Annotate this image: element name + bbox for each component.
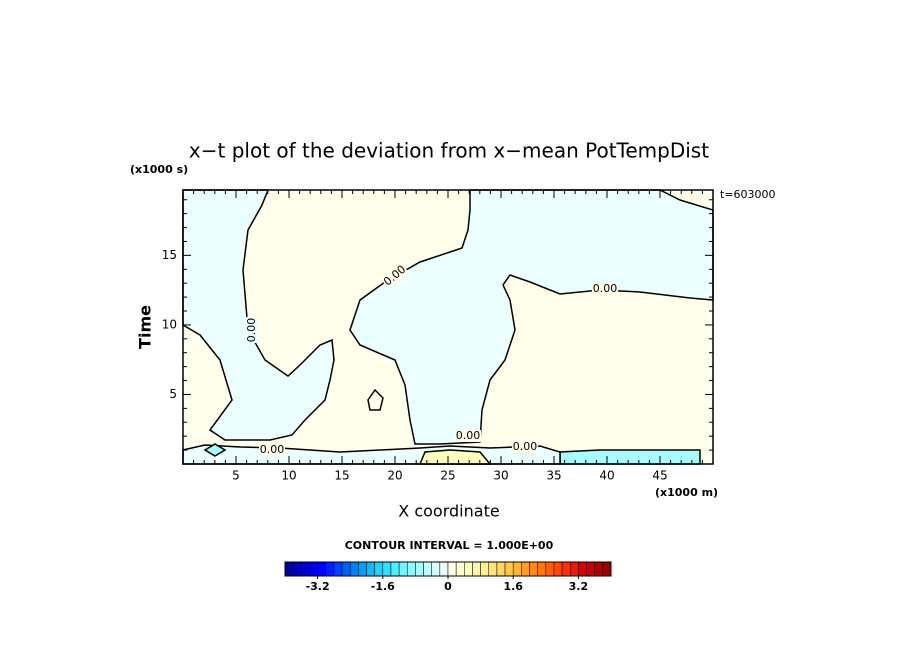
contour-label-bg [246, 317, 258, 343]
colorbar-box [545, 561, 555, 577]
colorbar-box [382, 561, 392, 577]
colorbar-box [504, 561, 514, 577]
chart-title: x−t plot of the deviation from x−mean Po… [189, 139, 709, 163]
colorbar-box [292, 561, 302, 577]
colorbar-box [586, 561, 595, 577]
colorbar-box [472, 561, 481, 577]
x-tick-label: 10 [281, 469, 296, 483]
colorbar-box [447, 561, 457, 577]
annotation: t=603000 [720, 188, 776, 201]
contour-field [182, 189, 714, 465]
colorbar-box [415, 561, 424, 577]
colorbar-box [521, 561, 530, 577]
colorbar-box [431, 561, 441, 577]
y-unit: (x1000 s) [130, 163, 188, 176]
contour-label-group: 0.00 [592, 282, 618, 295]
contour-label-bg [381, 263, 409, 289]
colorbar-box [390, 561, 400, 577]
x-tick-label: 40 [599, 469, 614, 483]
colorbar-box [464, 561, 473, 577]
x-tick-label: 20 [387, 469, 402, 483]
y-axis-label: Time [136, 305, 155, 349]
x-tick-label: 30 [493, 469, 508, 483]
y-tick-label: 10 [162, 317, 177, 331]
contour-label: 0.00 [245, 318, 258, 343]
colorbar-box [602, 561, 612, 577]
colorbar-box [529, 561, 538, 577]
colorbar-box [284, 561, 294, 577]
colorbar-box [341, 561, 351, 577]
contour-interval: CONTOUR INTERVAL = 1.000E+00 [345, 539, 554, 552]
colorbar-box [374, 561, 384, 577]
contour-label-group: 0.00 [245, 317, 258, 343]
colorbar-box [317, 561, 327, 577]
colorbar-tick-label: -3.2 [306, 580, 330, 593]
contour-label-bg [592, 283, 618, 295]
colorbar-box [407, 561, 416, 577]
colorbar-tick-label: 1.6 [503, 580, 523, 593]
region [182, 189, 335, 441]
x-axis-label: X coordinate [398, 502, 499, 521]
colorbar-box [349, 561, 359, 577]
colorbar-box [553, 561, 563, 577]
colorbar-box [455, 561, 465, 577]
colorbar-box [570, 561, 579, 577]
contour-label-group: 0.00 [259, 443, 285, 456]
region [203, 443, 227, 457]
colorbar-box [333, 561, 343, 577]
colorbar-tick-label: -1.6 [371, 580, 395, 593]
colorbar-box [496, 561, 506, 577]
colorbar-box [301, 561, 310, 577]
contour-label-group: 0.00 [512, 440, 538, 453]
colorbar-box [561, 561, 571, 577]
contour-label-group: 0.00 [455, 429, 481, 442]
contour-label: 0.00 [260, 443, 285, 456]
colorbar-box [398, 561, 408, 577]
colorbar-box [358, 561, 367, 577]
colorbar-tick-label: 3.2 [569, 580, 589, 593]
x-tick-label: 45 [652, 469, 667, 483]
contour-label: 0.00 [456, 429, 481, 442]
x-tick-label: 5 [232, 469, 240, 483]
colorbar-box [480, 561, 490, 577]
x-tick-label: 35 [546, 469, 561, 483]
colorbar-box [325, 561, 335, 577]
colorbar-box [594, 561, 604, 577]
x-unit: (x1000 m) [655, 486, 718, 499]
colorbar-box [366, 561, 375, 577]
contour-label: 0.00 [513, 440, 538, 453]
colorbar-box [537, 561, 547, 577]
colorbar-box [512, 561, 522, 577]
contour-label-bg [512, 441, 538, 453]
contour-label-bg [455, 430, 481, 442]
colorbar-tick-label: 0 [444, 580, 452, 593]
region [559, 449, 701, 465]
colorbar-box [309, 561, 318, 577]
contour-label-bg [259, 444, 285, 456]
colorbar-box [423, 561, 432, 577]
colorbar-box [578, 561, 587, 577]
contour-label: 0.00 [593, 282, 618, 295]
x-tick-label: 15 [334, 469, 349, 483]
y-tick-label: 15 [162, 248, 177, 262]
colorbar-box [439, 561, 449, 577]
x-tick-label: 25 [440, 469, 455, 483]
region [349, 189, 714, 445]
region [367, 388, 384, 411]
y-tick-label: 5 [169, 387, 177, 401]
colorbar-box [488, 561, 498, 577]
